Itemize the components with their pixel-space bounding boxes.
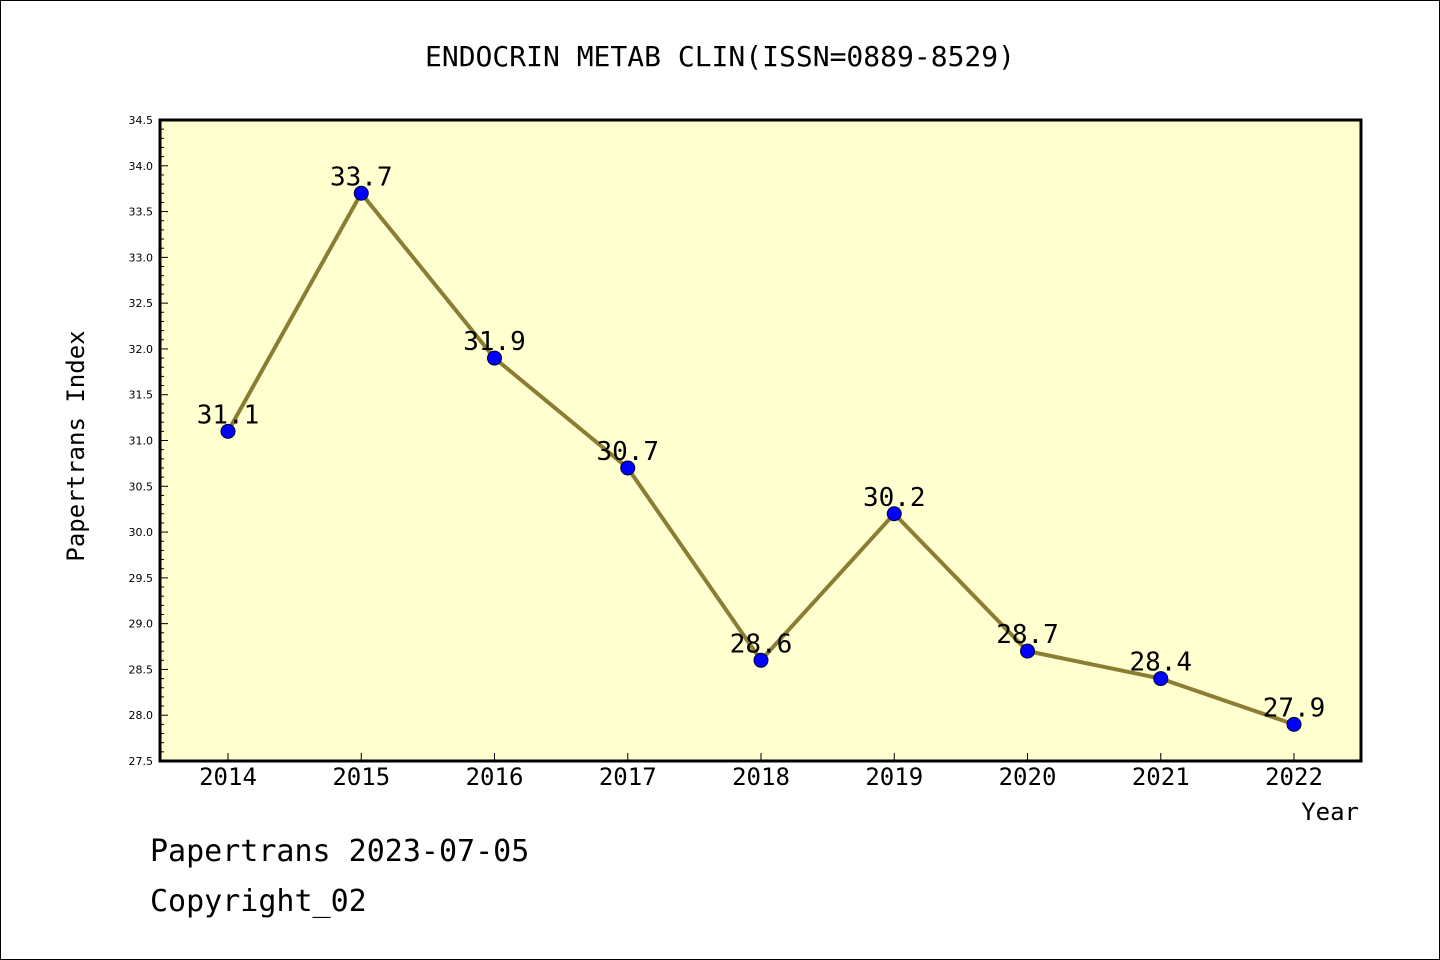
data-point: [1286, 716, 1302, 732]
data-label: 28.6: [730, 629, 793, 659]
y-tick-label: 27.5: [129, 755, 154, 768]
x-tick-label: 2020: [999, 763, 1057, 791]
y-tick-label: 28.0: [129, 709, 154, 722]
data-point: [220, 423, 236, 439]
y-tick-label: 33.0: [129, 251, 154, 264]
data-point: [886, 506, 902, 522]
y-tick-label: 29.0: [129, 618, 154, 631]
data-label: 31.9: [463, 327, 526, 357]
data-label: 27.9: [1263, 693, 1326, 723]
data-point: [620, 460, 636, 476]
y-tick-label: 32.5: [129, 297, 154, 310]
series-group: [220, 185, 1302, 732]
data-point: [353, 185, 369, 201]
data-labels: 31.1 33.7 31.9 30.7 28.6 30.2 28.7 28.4 27.9: [197, 162, 1326, 723]
data-point: [753, 652, 769, 668]
y-tick-label: 34.5: [129, 114, 154, 127]
y-tick-label: 30.5: [129, 480, 154, 493]
x-tick-label: 2016: [466, 763, 524, 791]
data-point: [487, 350, 502, 366]
y-tick-label: 30.0: [129, 526, 154, 539]
data-label: 33.7: [330, 162, 393, 192]
y-tick-label: 31.0: [129, 435, 154, 448]
data-label: 28.7: [996, 620, 1059, 650]
chart-title: ENDOCRIN METAB CLIN(ISSN=0889-8529): [425, 40, 1015, 73]
x-tick-label: 2014: [199, 763, 257, 791]
x-axis-ticks: 2014 2015 2016 2017 2018 2019 2020 2021 2022: [199, 753, 1323, 791]
data-point: [1020, 643, 1035, 659]
data-label: 30.7: [596, 437, 659, 467]
y-axis-title: Papertrans Index: [62, 330, 90, 561]
x-tick-label: 2015: [332, 763, 390, 791]
footer-copyright: Copyright_02: [150, 884, 367, 919]
x-tick-label: 2017: [599, 763, 657, 791]
data-point: [1153, 671, 1169, 687]
y-tick-label: 29.5: [129, 572, 154, 585]
data-label: 28.4: [1129, 648, 1192, 678]
x-tick-label: 2019: [865, 763, 923, 791]
y-tick-label: 34.0: [129, 160, 154, 173]
x-tick-label: 2021: [1132, 763, 1190, 791]
y-tick-label: 33.5: [129, 206, 154, 219]
plot-border: [158, 118, 1363, 763]
y-tick-label: 28.5: [129, 663, 154, 676]
data-label: 30.2: [863, 483, 926, 513]
x-tick-label: 2022: [1265, 763, 1323, 791]
y-axis-ticks: 27.5 28.0 28.5 29.0 29.5 30.0 30.5 31.0 31.5 32.0…: [129, 114, 168, 768]
y-tick-label: 32.0: [129, 343, 154, 356]
data-label: 31.1: [197, 400, 260, 430]
x-tick-label: 2018: [732, 763, 790, 791]
footer-date: Papertrans 2023-07-05: [150, 834, 530, 869]
x-axis-title: Year: [1301, 798, 1359, 826]
y-tick-label: 31.5: [129, 389, 154, 402]
